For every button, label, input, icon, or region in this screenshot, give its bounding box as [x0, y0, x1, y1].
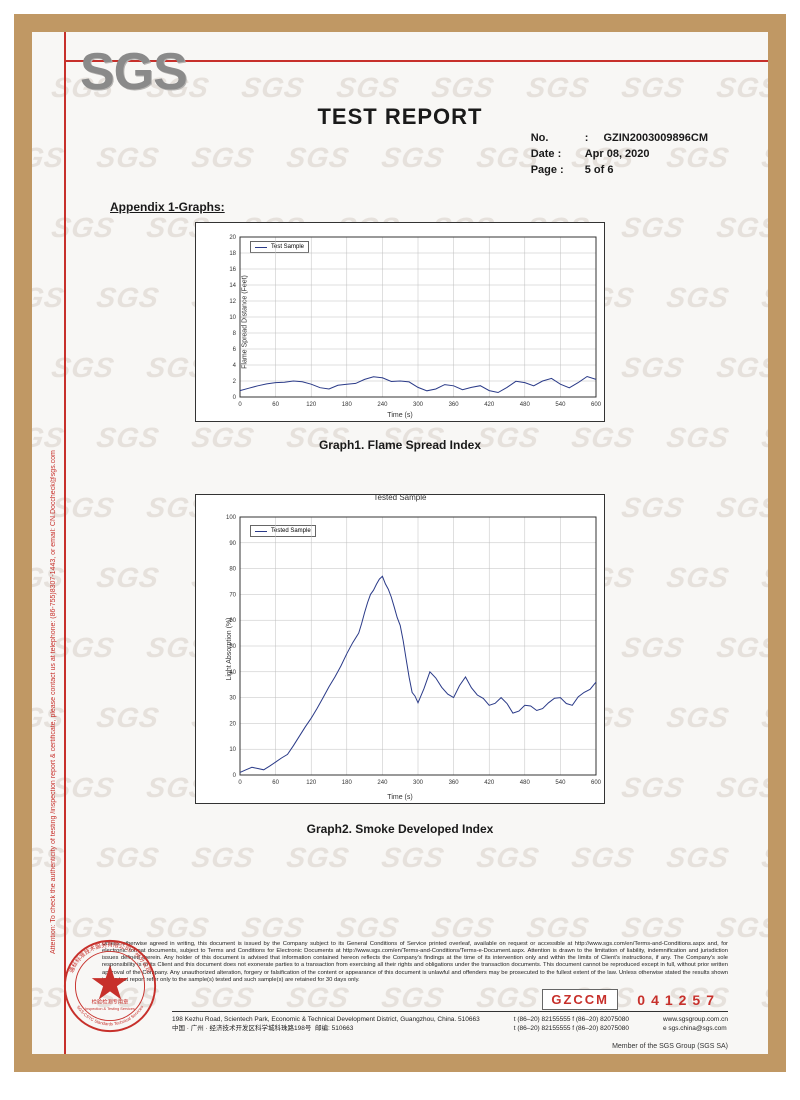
svg-text:180: 180	[342, 780, 353, 786]
chart1-caption: Graph1. Flame Spread Index	[32, 438, 768, 452]
flame-spread-chart: Flame Spread Distance (Feet) Time (s) Te…	[195, 222, 605, 422]
svg-text:180: 180	[342, 402, 353, 408]
appendix-heading: Appendix 1-Graphs:	[110, 200, 225, 214]
gzccm-code: GZCCM	[542, 989, 618, 1010]
svg-text:80: 80	[229, 567, 236, 573]
svg-text:12: 12	[229, 299, 236, 305]
report-title: TEST REPORT	[32, 104, 768, 130]
meta-no-label: No.	[531, 132, 579, 144]
meta-no-value: GZIN2003009896CM	[603, 132, 708, 144]
address-web: www.sgsgroup.com.cn	[663, 1016, 728, 1025]
svg-text:360: 360	[449, 402, 460, 408]
svg-text:18: 18	[229, 251, 236, 257]
svg-text:100: 100	[226, 515, 237, 521]
svg-text:14: 14	[229, 283, 236, 289]
address-post: 邮编: 510663	[315, 1025, 353, 1032]
svg-text:540: 540	[555, 780, 566, 786]
svg-text:20: 20	[229, 721, 236, 727]
meta-page-label: Page :	[531, 164, 579, 176]
serial-number: 041257	[637, 992, 720, 1008]
svg-text:16: 16	[229, 267, 236, 273]
svg-text:10: 10	[229, 747, 236, 753]
svg-text:0: 0	[238, 780, 242, 786]
svg-text:4: 4	[233, 363, 237, 369]
svg-text:360: 360	[449, 780, 460, 786]
svg-text:8: 8	[233, 331, 237, 337]
chart2-svg: 0 60 120 180 240 300 360 420 480 540 600 0 10 20 30 40 5…	[196, 495, 606, 805]
address-cn: 中国 · 广州 · 经济技术开发区科学城科珠路198号	[172, 1025, 311, 1032]
stamp-inner-en: Inspection & Testing Services	[85, 1007, 135, 1011]
svg-text:60: 60	[229, 618, 236, 624]
svg-text:90: 90	[229, 541, 236, 547]
svg-text:60: 60	[272, 780, 279, 786]
svg-text:6: 6	[233, 347, 237, 353]
svg-text:120: 120	[306, 402, 317, 408]
svg-text:50: 50	[229, 644, 236, 650]
svg-text:0: 0	[233, 395, 237, 401]
svg-text:0: 0	[233, 773, 237, 779]
svg-text:2: 2	[233, 379, 237, 385]
smoke-developed-chart: Tested Sample Light Absorption (%) Time …	[195, 494, 605, 804]
svg-text:420: 420	[484, 402, 495, 408]
address-block: 198 Kezhu Road, Scientech Park, Economic…	[172, 1011, 728, 1034]
stamp-inner-cn: 检验检测专用章	[92, 997, 129, 1005]
address-en: 198 Kezhu Road, Scientech Park, Economic…	[172, 1016, 480, 1025]
svg-text:480: 480	[520, 780, 531, 786]
chart1-svg: 0 60 120 180 240 300 360 420 480 540 600 0 2 4 6 8 10 12 1…	[196, 223, 606, 423]
svg-text:300: 300	[413, 780, 424, 786]
svg-text:20: 20	[229, 235, 236, 241]
address-tel-alt: t (86–20) 82155555 f (86–20) 82075080	[514, 1025, 629, 1034]
disclaimer-text: Unless otherwise agreed in writing, this…	[102, 941, 728, 984]
svg-text:60: 60	[272, 402, 279, 408]
document-content: SGS TEST REPORT No.: GZIN2003009896CM Da…	[32, 32, 768, 1054]
meta-date-value: Apr 08, 2020	[585, 148, 650, 160]
inspection-stamp: 通标标准技术服务有限公司广州分公司 SGS-CSTC Standards Tec…	[62, 938, 158, 1034]
svg-text:10: 10	[229, 315, 236, 321]
svg-text:240: 240	[377, 780, 388, 786]
svg-text:40: 40	[229, 670, 236, 676]
chart2-caption: Graph2. Smoke Developed Index	[32, 822, 768, 836]
svg-text:300: 300	[413, 402, 424, 408]
svg-text:0: 0	[238, 402, 242, 408]
svg-text:600: 600	[591, 402, 602, 408]
member-line: Member of the SGS Group (SGS SA)	[612, 1043, 728, 1050]
svg-text:540: 540	[555, 402, 566, 408]
svg-text:70: 70	[229, 592, 236, 598]
svg-text:120: 120	[306, 780, 317, 786]
address-email: e sgs.china@sgs.com	[663, 1025, 728, 1034]
document-frame: SGSSGSSGSSGSSGSSGSSGSSGSSGSSGSSGSSGSSGSS…	[14, 14, 786, 1072]
meta-page-value: 5 of 6	[585, 164, 614, 176]
svg-text:30: 30	[229, 696, 236, 702]
svg-text:240: 240	[377, 402, 388, 408]
report-meta: No.: GZIN2003009896CM Date :Apr 08, 2020…	[531, 132, 708, 180]
address-tel: t (86–20) 82155555 f (86–20) 82075080	[514, 1016, 629, 1025]
svg-text:480: 480	[520, 402, 531, 408]
svg-text:600: 600	[591, 780, 602, 786]
sgs-logo: SGS	[80, 42, 187, 102]
svg-text:420: 420	[484, 780, 495, 786]
meta-date-label: Date :	[531, 148, 579, 160]
